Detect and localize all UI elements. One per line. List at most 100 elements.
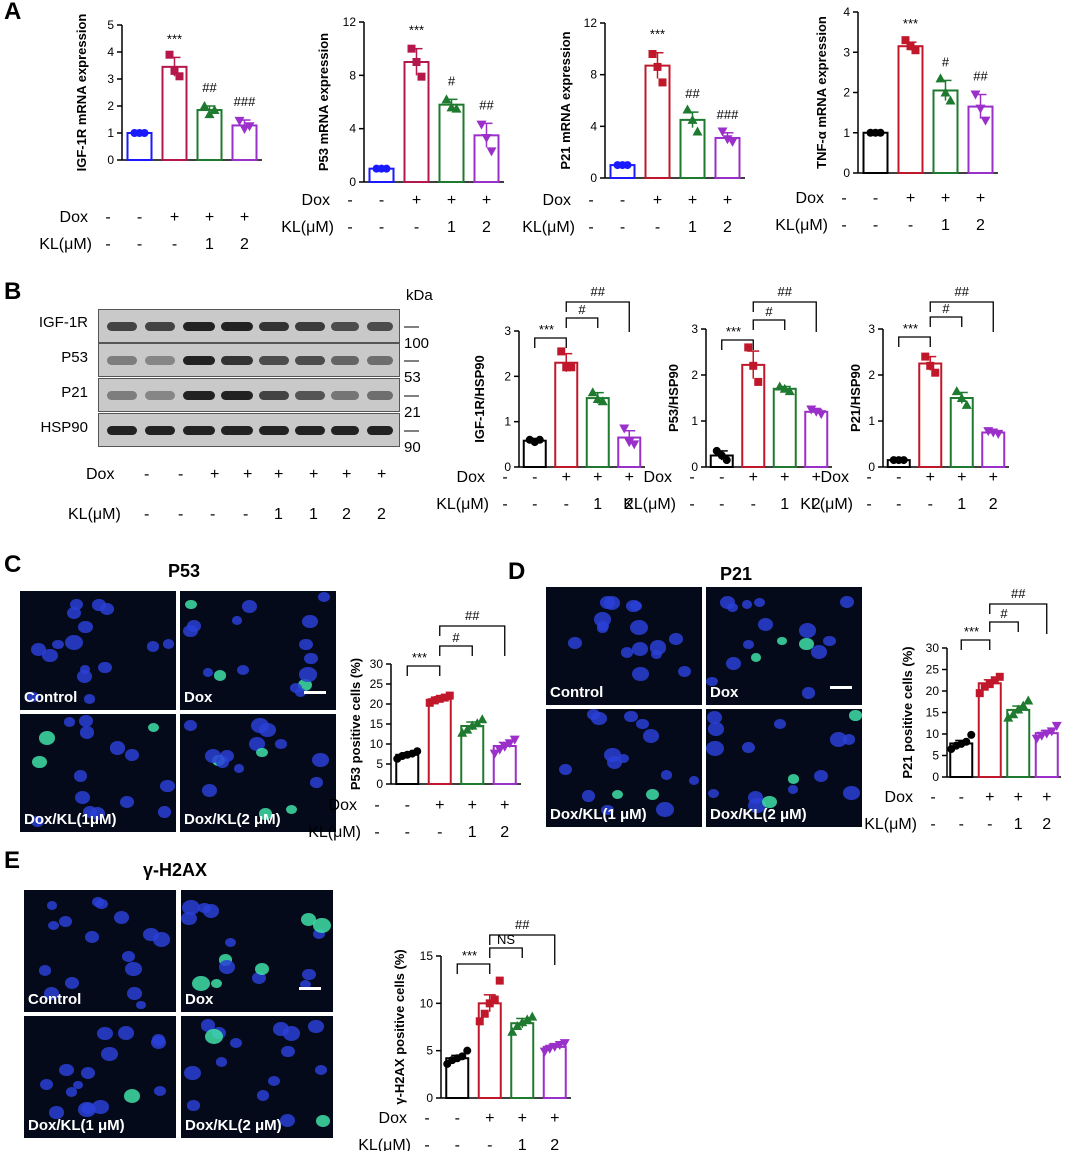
- cell-nucleus: [621, 647, 634, 658]
- significance-label: #: [1000, 606, 1008, 621]
- bar: [918, 362, 943, 468]
- cell-nucleus: [83, 805, 98, 818]
- cell-nucleus: [215, 1056, 228, 1068]
- cell-nucleus: [631, 666, 650, 682]
- cell-nucleus: [706, 676, 718, 687]
- bar: [981, 431, 1006, 468]
- cell-nucleus: [568, 637, 582, 649]
- y-axis-label: P53 mRNA expression: [316, 33, 331, 171]
- cell-nucleus: [603, 595, 620, 610]
- micro-image-c-kl1: Dox/KL(1μM): [20, 714, 176, 832]
- dox-value: +: [906, 190, 915, 207]
- data-point: [535, 435, 544, 444]
- dox-value: +: [468, 797, 477, 814]
- cell-nucleus: [761, 795, 777, 809]
- kl-value: -: [930, 816, 935, 833]
- y-tick-label: 3: [868, 322, 875, 336]
- cell-nucleus: [708, 722, 724, 736]
- cell-nucleus: [801, 687, 816, 699]
- data-point: [567, 363, 576, 372]
- y-tick-label: 5: [107, 18, 114, 32]
- cell-nucleus: [282, 1026, 301, 1041]
- cell-nucleus: [27, 692, 39, 702]
- data-point: [539, 1047, 550, 1057]
- data-point: [209, 105, 220, 115]
- data-point: [457, 727, 468, 737]
- cell-nucleus: [315, 1064, 328, 1075]
- dox-value: +: [412, 192, 421, 209]
- kl-value: -: [532, 496, 537, 513]
- data-point: [435, 694, 444, 703]
- kl-value: 2: [482, 219, 491, 236]
- data-point: [995, 672, 1004, 681]
- cell-nucleus: [317, 591, 330, 603]
- cell-nucleus: [79, 726, 94, 739]
- blot-dox-value: +: [274, 466, 284, 483]
- kl-row-label: KL(μM): [623, 496, 676, 513]
- kl-value: -: [908, 217, 913, 234]
- dox-value: +: [749, 469, 758, 486]
- data-point: [956, 393, 967, 402]
- cell-nucleus: [642, 729, 660, 744]
- significance-label: ##: [973, 69, 988, 84]
- blot-kl-value: -: [210, 506, 216, 523]
- cell-nucleus: [753, 597, 765, 608]
- y-tick-label: 10: [420, 996, 434, 1010]
- cell-nucleus: [290, 682, 303, 694]
- dox-value: +: [518, 1110, 527, 1127]
- cell-nucleus: [606, 756, 622, 770]
- cell-nucleus: [187, 1100, 200, 1111]
- cell-nucleus: [257, 1090, 270, 1101]
- significance-label: ##: [955, 284, 970, 299]
- cell-nucleus: [300, 979, 312, 990]
- cell-nucleus: [215, 755, 230, 768]
- cell-nucleus: [38, 965, 52, 976]
- data-point: [239, 124, 250, 134]
- dox-row-label: Dox: [543, 192, 571, 209]
- cell-nucleus: [84, 694, 96, 704]
- cell-nucleus: [813, 769, 828, 782]
- bar: [542, 1045, 567, 1100]
- cell-nucleus: [63, 717, 76, 727]
- kl-value: 1: [205, 236, 214, 253]
- data-point: [477, 714, 488, 724]
- y-tick-label: 4: [349, 122, 356, 136]
- blot-dox-value: +: [309, 466, 319, 483]
- dox-value: +: [941, 190, 950, 207]
- dox-value: +: [205, 209, 214, 226]
- kl-value: 1: [518, 1137, 527, 1151]
- cell-nucleus: [148, 722, 159, 732]
- cell-nucleus: [181, 899, 200, 916]
- y-axis-label: P21 positive cells (%): [900, 646, 915, 778]
- cell-nucleus: [92, 1099, 110, 1115]
- sig-bracket: [898, 336, 931, 347]
- cell-nucleus: [618, 753, 629, 764]
- significance-label: #: [452, 630, 460, 645]
- cell-nucleus: [312, 917, 331, 933]
- y-tick-label: 15: [926, 706, 940, 720]
- kl-value: 2: [550, 1137, 559, 1151]
- data-point: [587, 387, 598, 397]
- y-axis-label: P21 mRNA expression: [558, 31, 573, 169]
- cell-nucleus: [30, 815, 45, 828]
- cell-nucleus: [741, 600, 752, 609]
- kl-value: 2: [976, 217, 985, 234]
- cell-nucleus: [611, 790, 623, 800]
- cell-nucleus: [748, 797, 766, 813]
- cell-nucleus: [231, 615, 243, 625]
- cell-nucleus: [218, 954, 232, 966]
- data-point: [722, 456, 731, 465]
- data-point: [417, 72, 426, 81]
- data-point: [935, 73, 946, 83]
- bar: [427, 698, 452, 786]
- data-point: [629, 440, 640, 450]
- dox-value: +: [723, 192, 732, 209]
- y-tick-label: 3: [843, 45, 850, 59]
- chart-e1: 0 5 10 15 γ-H2AX positive cells (%) *** NS## Do…: [358, 917, 571, 1151]
- micro-image-e-kl1: Dox/KL(1 μM): [24, 1016, 176, 1138]
- kl-value: -: [620, 219, 625, 236]
- data-point: [244, 122, 255, 132]
- cell-nucleus: [78, 714, 93, 727]
- blot-dox-value: +: [243, 466, 253, 483]
- kl-value: -: [866, 496, 871, 513]
